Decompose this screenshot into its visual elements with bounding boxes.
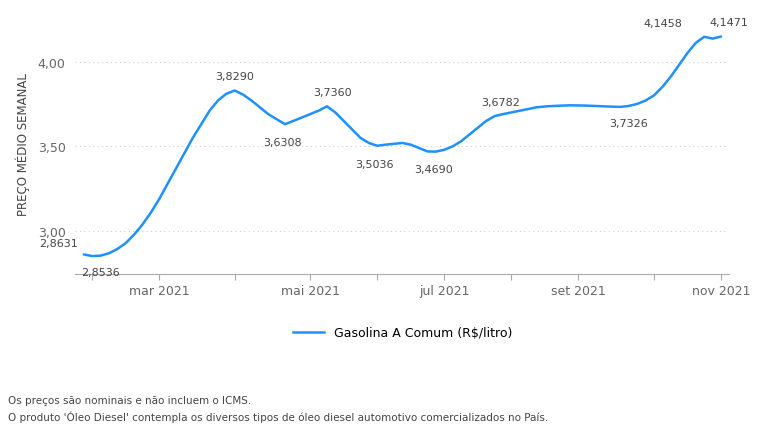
Text: Os preços são nominais e não incluem o ICMS.: Os preços são nominais e não incluem o I… — [8, 394, 251, 405]
Text: 4,1471: 4,1471 — [710, 18, 748, 29]
Text: 2,8536: 2,8536 — [81, 268, 120, 278]
Text: 3,5036: 3,5036 — [355, 159, 394, 169]
Text: O produto 'Óleo Diesel' contempla os diversos tipos de óleo diesel automotivo co: O produto 'Óleo Diesel' contempla os div… — [8, 410, 548, 422]
Text: 3,8290: 3,8290 — [215, 72, 254, 82]
Legend: Gasolina A Comum (R$/litro): Gasolina A Comum (R$/litro) — [287, 322, 517, 345]
Text: 3,6308: 3,6308 — [263, 138, 302, 148]
Text: 3,6782: 3,6782 — [481, 98, 519, 108]
Text: 3,4690: 3,4690 — [414, 165, 453, 175]
Y-axis label: PREÇO MÉDIO SEMANAL: PREÇO MÉDIO SEMANAL — [15, 73, 30, 216]
Text: 2,8631: 2,8631 — [39, 239, 78, 248]
Text: 3,7326: 3,7326 — [609, 119, 648, 129]
Text: 3,7360: 3,7360 — [313, 88, 352, 98]
Text: 4,1458: 4,1458 — [643, 19, 682, 29]
